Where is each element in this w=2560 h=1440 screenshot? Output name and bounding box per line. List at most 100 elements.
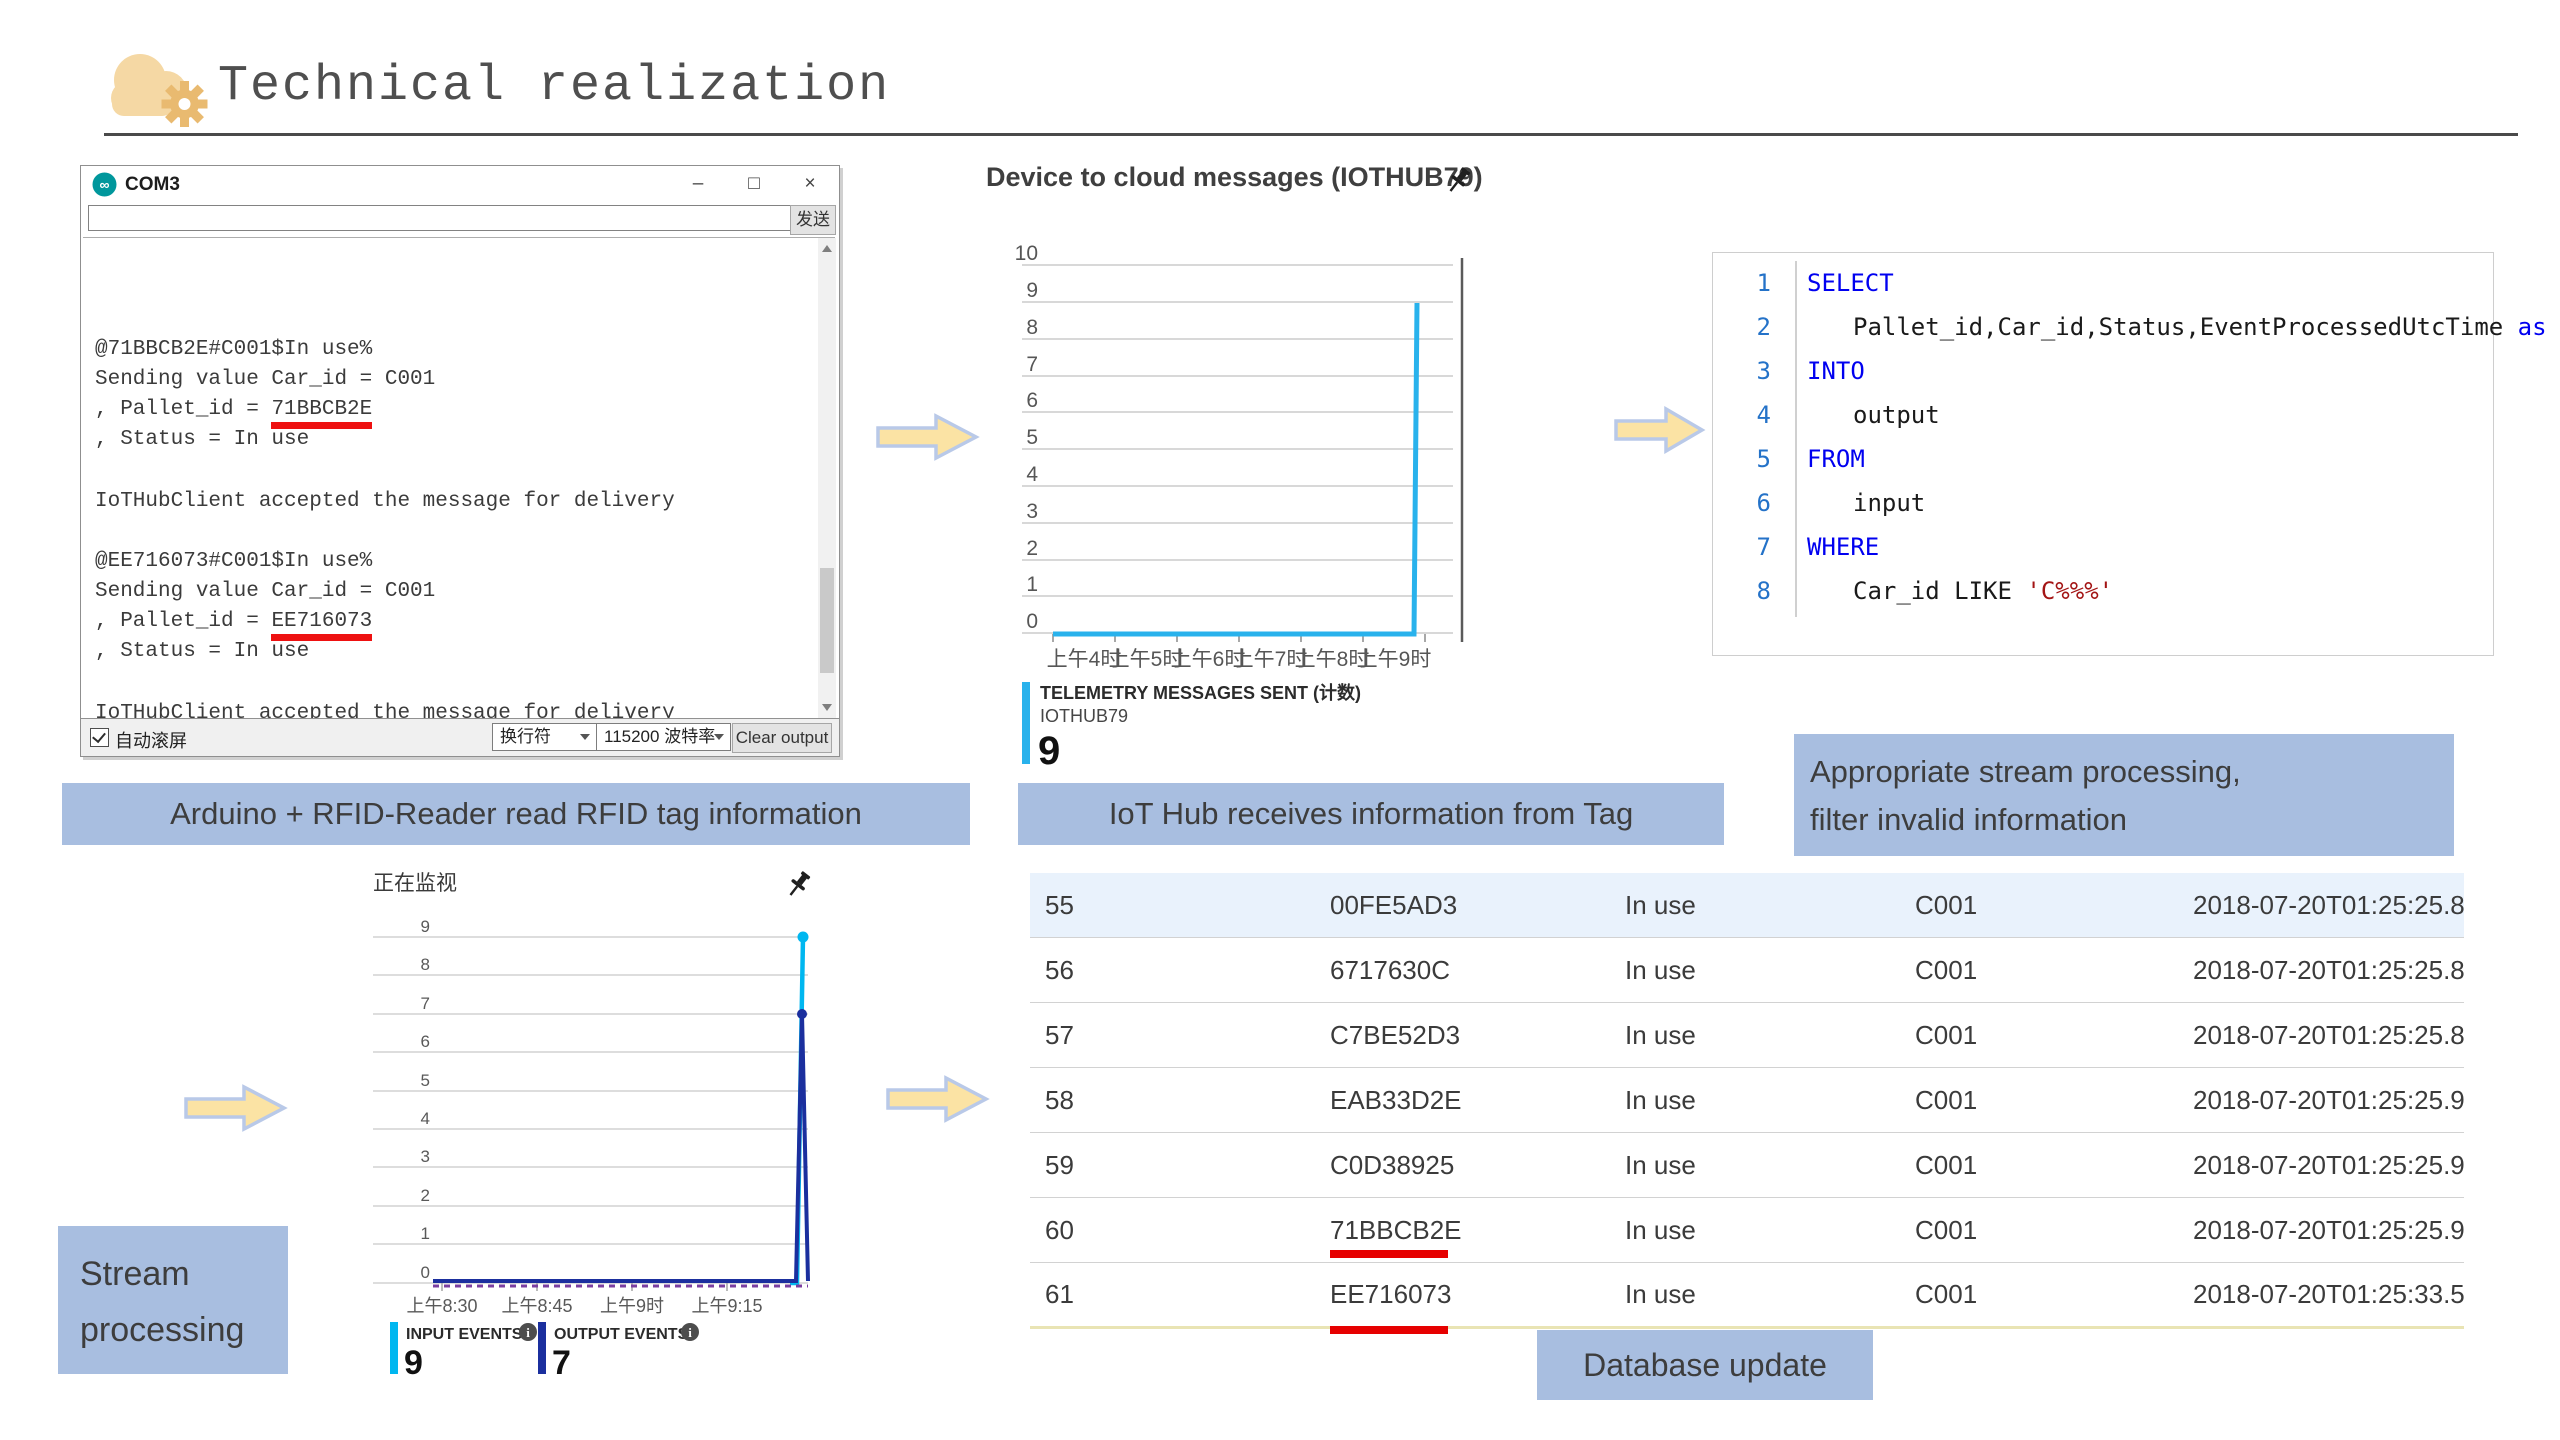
maximize-button[interactable]: □ bbox=[748, 173, 760, 194]
input-peak-point bbox=[797, 931, 809, 943]
y-tick: 8 bbox=[1026, 316, 1038, 339]
sql-line: 4 output bbox=[1756, 401, 1940, 429]
page-title: Technical realization bbox=[218, 58, 891, 115]
pin-icon[interactable] bbox=[1444, 165, 1473, 196]
table-row[interactable]: 61 EE716073 In use C001 2018-07-20T01:25:33.… bbox=[1030, 1263, 2464, 1329]
telemetry-line-series bbox=[1053, 302, 1420, 637]
chart-title: 正在监视 bbox=[373, 872, 457, 895]
table-row[interactable]: 60 71BBCB2E In use C001 2018-07-20T01:25:25.… bbox=[1030, 1198, 2464, 1263]
label-stream-filter: Appropriate stream processing, filter in… bbox=[1794, 734, 2454, 856]
y-tick: 7 bbox=[421, 994, 430, 1013]
legend-swatch bbox=[538, 1322, 546, 1374]
window-title: COM3 bbox=[125, 174, 180, 195]
console-line: Sending value Car_id = C001 bbox=[95, 580, 436, 603]
stream-analytics-query-panel[interactable]: 1 SELECT 2 Pallet_id,Car_id,Status,EventPr… bbox=[1712, 252, 2547, 656]
table-row[interactable]: 59 C0D38925 In use C001 2018-07-20T01:25:25.… bbox=[1030, 1133, 2464, 1198]
scrollbar[interactable] bbox=[818, 238, 836, 718]
output-events-series bbox=[433, 1013, 810, 1283]
x-tick: 上午8:45 bbox=[501, 1296, 572, 1316]
output-peak-point bbox=[797, 1009, 807, 1019]
label-database-update: Database update bbox=[1537, 1330, 1873, 1400]
flow-arrow-right bbox=[184, 1084, 288, 1132]
sql-line: 5 FROM bbox=[1756, 445, 1865, 473]
arduino-icon: ∞ bbox=[92, 172, 117, 197]
y-tick: 7 bbox=[1026, 353, 1038, 376]
x-tick: 上午9时 bbox=[600, 1296, 664, 1316]
svg-text:i: i bbox=[688, 1325, 692, 1340]
table-row[interactable]: 58 EAB33D2E In use C001 2018-07-20T01:25:25.… bbox=[1030, 1068, 2464, 1133]
chevron-down-icon bbox=[580, 734, 590, 740]
line-ending-select[interactable]: 换行符 bbox=[492, 723, 597, 751]
flow-arrow-right bbox=[1614, 406, 1706, 454]
legend-metric: TELEMETRY MESSAGES SENT (计数) bbox=[1040, 682, 1361, 703]
console-line: , Pallet_id = 71BBCB2E bbox=[95, 398, 373, 429]
x-tick: 上午4时 bbox=[1047, 648, 1122, 671]
y-tick: 2 bbox=[421, 1186, 430, 1205]
red-highlight-underline bbox=[1330, 1250, 1448, 1258]
flow-arrow-right bbox=[886, 1075, 990, 1123]
gutter-divider bbox=[1795, 261, 1797, 617]
scroll-up-icon[interactable] bbox=[822, 245, 832, 252]
table-row[interactable]: 55 00FE5AD3 In use C001 2018-07-20T01:25:25.… bbox=[1030, 873, 2464, 938]
y-tick: 1 bbox=[421, 1224, 430, 1243]
table-row[interactable]: 57 C7BE52D3 In use C001 2018-07-20T01:25:25.… bbox=[1030, 1003, 2464, 1068]
y-tick: 1 bbox=[1026, 573, 1038, 596]
y-tick: 3 bbox=[1026, 500, 1038, 523]
send-button[interactable]: 发送 bbox=[790, 205, 836, 235]
legend-swatch bbox=[1022, 682, 1030, 764]
y-tick: 0 bbox=[421, 1263, 430, 1282]
svg-text:∞: ∞ bbox=[100, 177, 110, 193]
chart-title: Device to cloud messages (IOTHUB79) bbox=[986, 162, 1483, 192]
x-tick: 上午8:30 bbox=[406, 1296, 477, 1316]
flow-arrow-right bbox=[876, 413, 980, 461]
iot-hub-chart: Device to cloud messages (IOTHUB79) 10 9… bbox=[986, 162, 1483, 773]
console-line: , Pallet_id = EE716073 bbox=[95, 610, 373, 641]
autoscroll-checkbox[interactable] bbox=[90, 728, 109, 747]
close-button[interactable]: × bbox=[804, 173, 816, 194]
y-tick: 9 bbox=[1026, 279, 1038, 302]
info-icon[interactable]: i bbox=[681, 1323, 699, 1341]
legend-label: OUTPUT EVENTS bbox=[554, 1326, 689, 1343]
y-tick: 6 bbox=[1026, 389, 1038, 412]
sql-line: 2 Pallet_id,Car_id,Status,EventProcessedU… bbox=[1756, 313, 2547, 341]
x-tick: 上午7时 bbox=[1233, 648, 1308, 671]
pin-icon[interactable] bbox=[784, 869, 813, 900]
console-line: @71BBCB2E#C001$In use% bbox=[95, 338, 373, 361]
baud-rate-select[interactable]: 115200 波特率 bbox=[596, 723, 731, 751]
database-table: 55 00FE5AD3 In use C001 2018-07-20T01:25:25.… bbox=[1030, 873, 2464, 1334]
table-row[interactable]: 56 6717630C In use C001 2018-07-20T01:25:25.… bbox=[1030, 938, 2464, 1003]
window-titlebar[interactable]: ∞ COM3 – □ × bbox=[81, 166, 839, 202]
scroll-down-icon[interactable] bbox=[822, 704, 832, 711]
console-line: Sending value Car_id = C001 bbox=[95, 368, 436, 391]
scrollbar-thumb[interactable] bbox=[820, 568, 834, 673]
red-highlight-underline bbox=[1330, 1326, 1448, 1334]
label-stream-processing: Stream processing bbox=[58, 1226, 288, 1374]
serial-statusbar: 自动滚屏 换行符 115200 波特率 Clear output bbox=[81, 718, 839, 756]
serial-console[interactable]: @71BBCB2E#C001$In use% Sending value Car… bbox=[83, 237, 835, 725]
pallet-id-underlined: 71BBCB2E bbox=[271, 398, 373, 429]
y-tick: 4 bbox=[421, 1109, 430, 1128]
x-tick: 上午8时 bbox=[1295, 648, 1370, 671]
x-tick: 上午9:15 bbox=[691, 1296, 762, 1316]
label-iot-hub: IoT Hub receives information from Tag bbox=[1018, 783, 1724, 845]
svg-text:i: i bbox=[526, 1325, 530, 1340]
info-icon[interactable]: i bbox=[519, 1323, 537, 1341]
sql-line: 1 SELECT bbox=[1756, 269, 1894, 297]
stream-monitor-chart: 正在监视 9 8 7 6 5 4 3 2 1 0 上午8:30 上午8:45 上… bbox=[373, 869, 813, 1382]
serial-send-input[interactable] bbox=[88, 205, 792, 231]
y-tick: 6 bbox=[421, 1032, 430, 1051]
minimize-button[interactable]: – bbox=[692, 173, 704, 194]
sql-line: 3 INTO bbox=[1756, 357, 1865, 385]
console-line: IoTHubClient accepted the message for de… bbox=[95, 490, 675, 513]
serial-monitor-window: ∞ COM3 – □ × 发送 @71BBCB2E#C001$In use% S… bbox=[80, 165, 840, 757]
y-tick: 10 bbox=[1015, 242, 1038, 265]
y-tick: 0 bbox=[1026, 610, 1038, 633]
gear-icon bbox=[161, 81, 208, 127]
cloud-gear-icon bbox=[111, 54, 208, 127]
legend-label: INPUT EVENTS bbox=[406, 1326, 523, 1343]
clear-output-button[interactable]: Clear output bbox=[732, 723, 832, 753]
legend-swatch bbox=[390, 1322, 398, 1374]
legend-value: 7 bbox=[552, 1344, 571, 1382]
pallet-id-underlined: EE716073 bbox=[271, 610, 373, 641]
